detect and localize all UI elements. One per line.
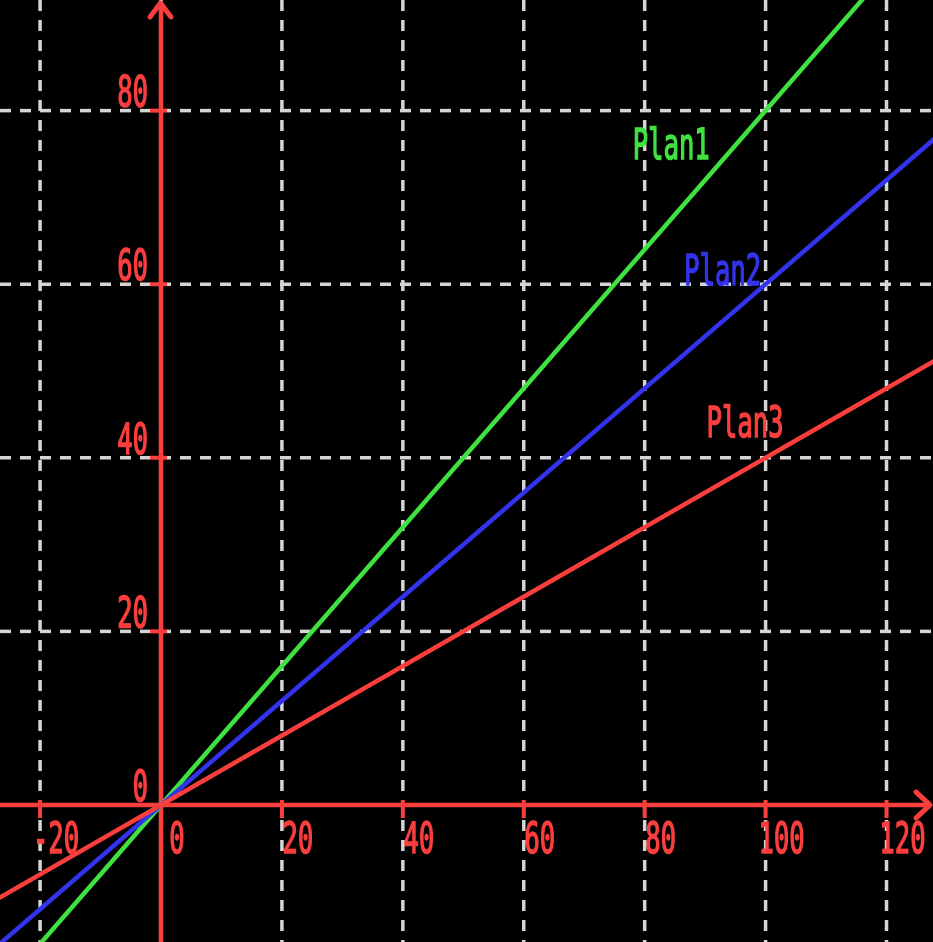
x-tick-label: 60 bbox=[524, 814, 555, 864]
y-tick-label: 80 bbox=[117, 68, 148, 118]
x-tick-label: -20 bbox=[33, 814, 79, 864]
x-tick-label: 120 bbox=[879, 814, 925, 864]
y-tick-label: 20 bbox=[117, 588, 148, 638]
series-label-plan3: Plan3 bbox=[707, 398, 784, 448]
series-line-plan2 bbox=[0, 137, 933, 942]
y-tick-label: 0 bbox=[133, 762, 148, 812]
series-line-plan3 bbox=[0, 359, 933, 901]
y-axis-arrowhead-icon bbox=[147, 0, 174, 20]
x-tick-label: 100 bbox=[759, 814, 805, 864]
series-label-plan2: Plan2 bbox=[684, 246, 761, 296]
y-tick-label: 60 bbox=[117, 241, 148, 291]
x-tick-label: 20 bbox=[283, 814, 314, 864]
series-label-plan1: Plan1 bbox=[633, 120, 710, 170]
y-tick-label: 40 bbox=[117, 415, 148, 465]
x-tick-label: 80 bbox=[645, 814, 676, 864]
x-axis-arrowhead-icon bbox=[913, 789, 933, 821]
x-tick-label: 0 bbox=[169, 814, 184, 864]
x-tick-label: 40 bbox=[403, 814, 434, 864]
